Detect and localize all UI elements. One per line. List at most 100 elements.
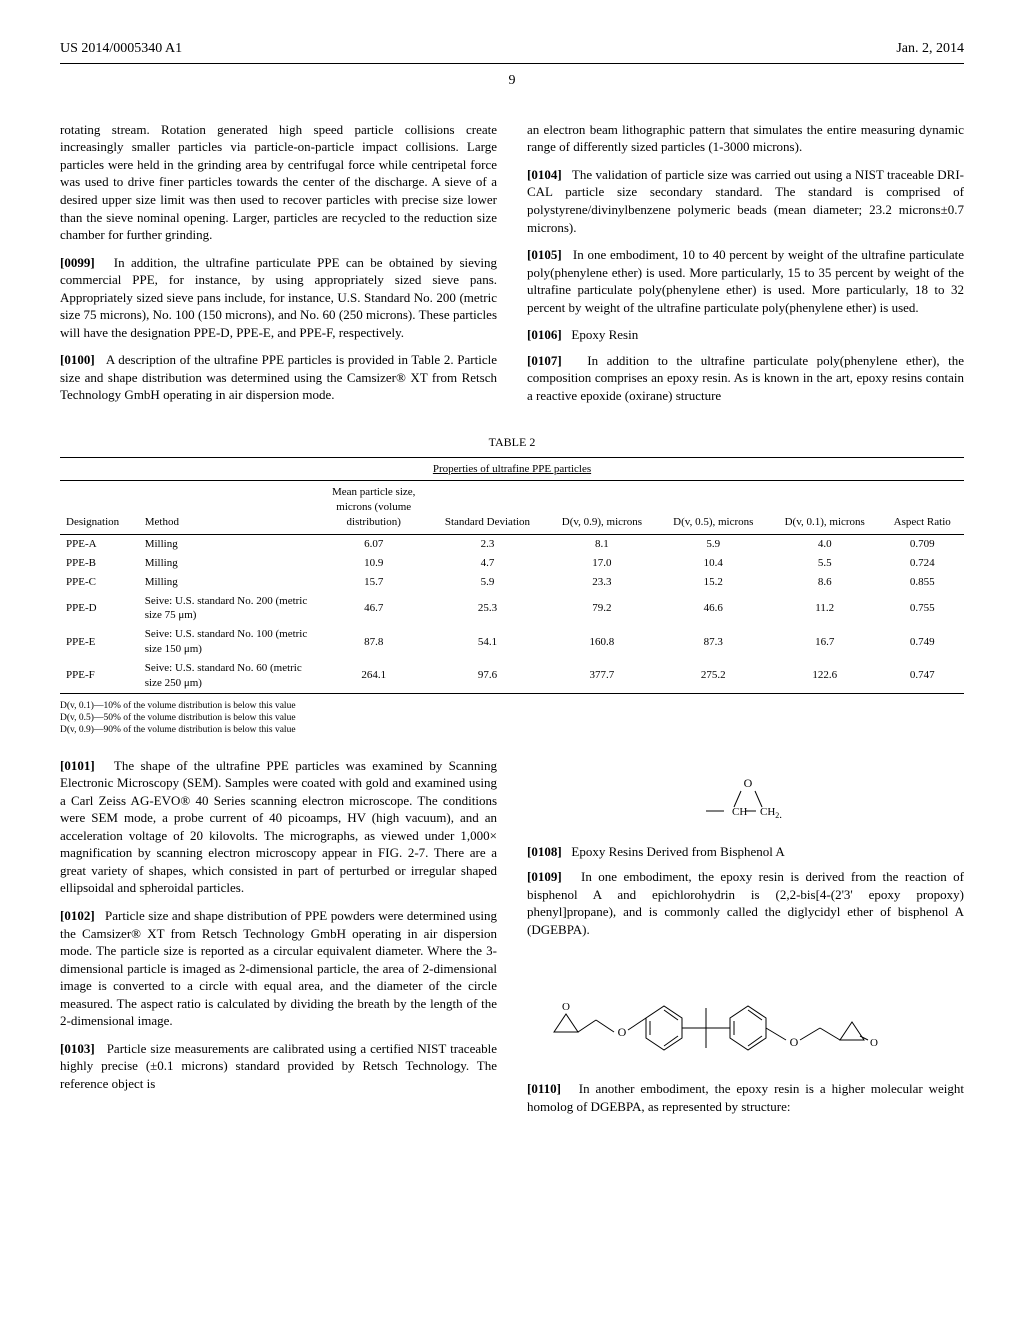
table-cell: PPE-E	[60, 625, 139, 659]
table-cell: 2.3	[429, 535, 546, 554]
table-cell: Seive: U.S. standard No. 100 (metric siz…	[139, 625, 319, 659]
svg-text:O: O	[870, 1037, 878, 1049]
table-label: TABLE 2	[60, 434, 964, 450]
para-text: In one embodiment, 10 to 40 percent by w…	[527, 247, 964, 315]
right-column: an electron beam lithographic pattern th…	[527, 121, 964, 415]
table-row: PPE-FSeive: U.S. standard No. 60 (metric…	[60, 659, 964, 693]
table-cell: 160.8	[546, 625, 657, 659]
table-cell: PPE-B	[60, 554, 139, 573]
para-num: [0105]	[527, 247, 562, 262]
table-cell: Milling	[139, 554, 319, 573]
table-cell: 23.3	[546, 573, 657, 592]
table-footnotes: D(v, 0.1)—10% of the volume distribution…	[60, 700, 964, 737]
table-cell: 15.2	[658, 573, 769, 592]
ppe-table: Designation Method Mean particle size, m…	[60, 481, 964, 693]
document-id: US 2014/0005340 A1	[60, 40, 182, 59]
col-header: D(v, 0.9), microns	[546, 481, 657, 534]
table-cell: 46.6	[658, 592, 769, 626]
para-text: In addition, the ultrafine particulate P…	[60, 255, 497, 340]
col-header: Aspect Ratio	[880, 481, 964, 534]
table-row: PPE-AMilling6.072.38.15.94.00.709	[60, 535, 964, 554]
para-num: [0110]	[527, 1081, 561, 1096]
svg-text:O: O	[789, 1035, 798, 1049]
table-cell: 97.6	[429, 659, 546, 693]
para-0109: [0109] In one embodiment, the epoxy resi…	[527, 868, 964, 938]
left-column: rotating stream. Rotation generated high…	[60, 121, 497, 415]
table-caption: Properties of ultrafine PPE particles	[60, 457, 964, 482]
col-header: D(v, 0.1), microns	[769, 481, 880, 534]
table-cell: 0.755	[880, 592, 964, 626]
svg-text:O: O	[617, 1025, 626, 1039]
right-column-lower: O CH CH2. [0108] Epoxy Resins Derived fr…	[527, 757, 964, 1126]
svg-text:O: O	[562, 1001, 570, 1013]
para-text: Epoxy Resin	[571, 327, 638, 342]
para-num: [0099]	[60, 255, 95, 270]
table-cell: 5.9	[658, 535, 769, 554]
para-num: [0104]	[527, 167, 562, 182]
para-text: In addition to the ultrafine particulate…	[527, 353, 964, 403]
col-header: Designation	[60, 481, 139, 534]
table-cell: 8.1	[546, 535, 657, 554]
lower-columns: [0101] The shape of the ultrafine PPE pa…	[60, 757, 964, 1126]
col-header: Mean particle size, microns (volume dist…	[319, 481, 429, 534]
table-cell: 25.3	[429, 592, 546, 626]
para-0108: [0108] Epoxy Resins Derived from Bisphen…	[527, 843, 964, 861]
table-cell: PPE-A	[60, 535, 139, 554]
para-num: [0101]	[60, 758, 95, 773]
table-header-row: Designation Method Mean particle size, m…	[60, 481, 964, 534]
table-cell: PPE-D	[60, 592, 139, 626]
para-num: [0109]	[527, 869, 562, 884]
para-0106: [0106] Epoxy Resin	[527, 326, 964, 344]
para-continuation: rotating stream. Rotation generated high…	[60, 121, 497, 244]
para-0104: [0104] The validation of particle size w…	[527, 166, 964, 236]
para-0110: [0110] In another embodiment, the epoxy …	[527, 1080, 964, 1115]
table-cell: PPE-C	[60, 573, 139, 592]
para-num: [0102]	[60, 908, 95, 923]
para-num: [0106]	[527, 327, 562, 342]
para-num: [0107]	[527, 353, 562, 368]
table-cell: 5.9	[429, 573, 546, 592]
para-0105: [0105] In one embodiment, 10 to 40 perce…	[527, 246, 964, 316]
para-text: Particle size measurements are calibrate…	[60, 1041, 497, 1091]
oxirane-svg: O CH CH2.	[686, 775, 806, 825]
table-cell: Milling	[139, 535, 319, 554]
table-cell: 87.8	[319, 625, 429, 659]
para-0102: [0102] Particle size and shape distribut…	[60, 907, 497, 1030]
page-number: 9	[60, 72, 964, 91]
table-cell: PPE-F	[60, 659, 139, 693]
table-cell: 6.07	[319, 535, 429, 554]
page-header: US 2014/0005340 A1 Jan. 2, 2014	[60, 40, 964, 64]
table-cell: 264.1	[319, 659, 429, 693]
para-text: The validation of particle size was carr…	[527, 167, 964, 235]
para-num: [0103]	[60, 1041, 95, 1056]
para-0107: [0107] In addition to the ultrafine part…	[527, 352, 964, 405]
table-cell: 377.7	[546, 659, 657, 693]
left-column-lower: [0101] The shape of the ultrafine PPE pa…	[60, 757, 497, 1126]
footnote: D(v, 0.9)—90% of the volume distribution…	[60, 724, 964, 736]
document-date: Jan. 2, 2014	[896, 40, 964, 59]
upper-columns: rotating stream. Rotation generated high…	[60, 121, 964, 415]
col-header: Method	[139, 481, 319, 534]
footnote: D(v, 0.1)—10% of the volume distribution…	[60, 700, 964, 712]
table-cell: 16.7	[769, 625, 880, 659]
para-0101: [0101] The shape of the ultrafine PPE pa…	[60, 757, 497, 897]
para-text: In one embodiment, the epoxy resin is de…	[527, 869, 964, 937]
table-cell: 10.9	[319, 554, 429, 573]
para-text: Epoxy Resins Derived from Bisphenol A	[571, 844, 784, 859]
table-cell: 11.2	[769, 592, 880, 626]
para-text: Particle size and shape distribution of …	[60, 908, 497, 1028]
table-cell: 122.6	[769, 659, 880, 693]
table-cell: 17.0	[546, 554, 657, 573]
table-cell: 15.7	[319, 573, 429, 592]
table-cell: 0.747	[880, 659, 964, 693]
svg-text:CH: CH	[732, 806, 747, 818]
para-0100: [0100] A description of the ultrafine PP…	[60, 351, 497, 404]
table-cell: 46.7	[319, 592, 429, 626]
table-2: TABLE 2 Properties of ultrafine PPE part…	[60, 434, 964, 736]
para-text: The shape of the ultrafine PPE particles…	[60, 758, 497, 896]
table-cell: 0.724	[880, 554, 964, 573]
table-cell: Milling	[139, 573, 319, 592]
table-cell: 0.709	[880, 535, 964, 554]
para-num: [0100]	[60, 352, 95, 367]
table-cell: 87.3	[658, 625, 769, 659]
